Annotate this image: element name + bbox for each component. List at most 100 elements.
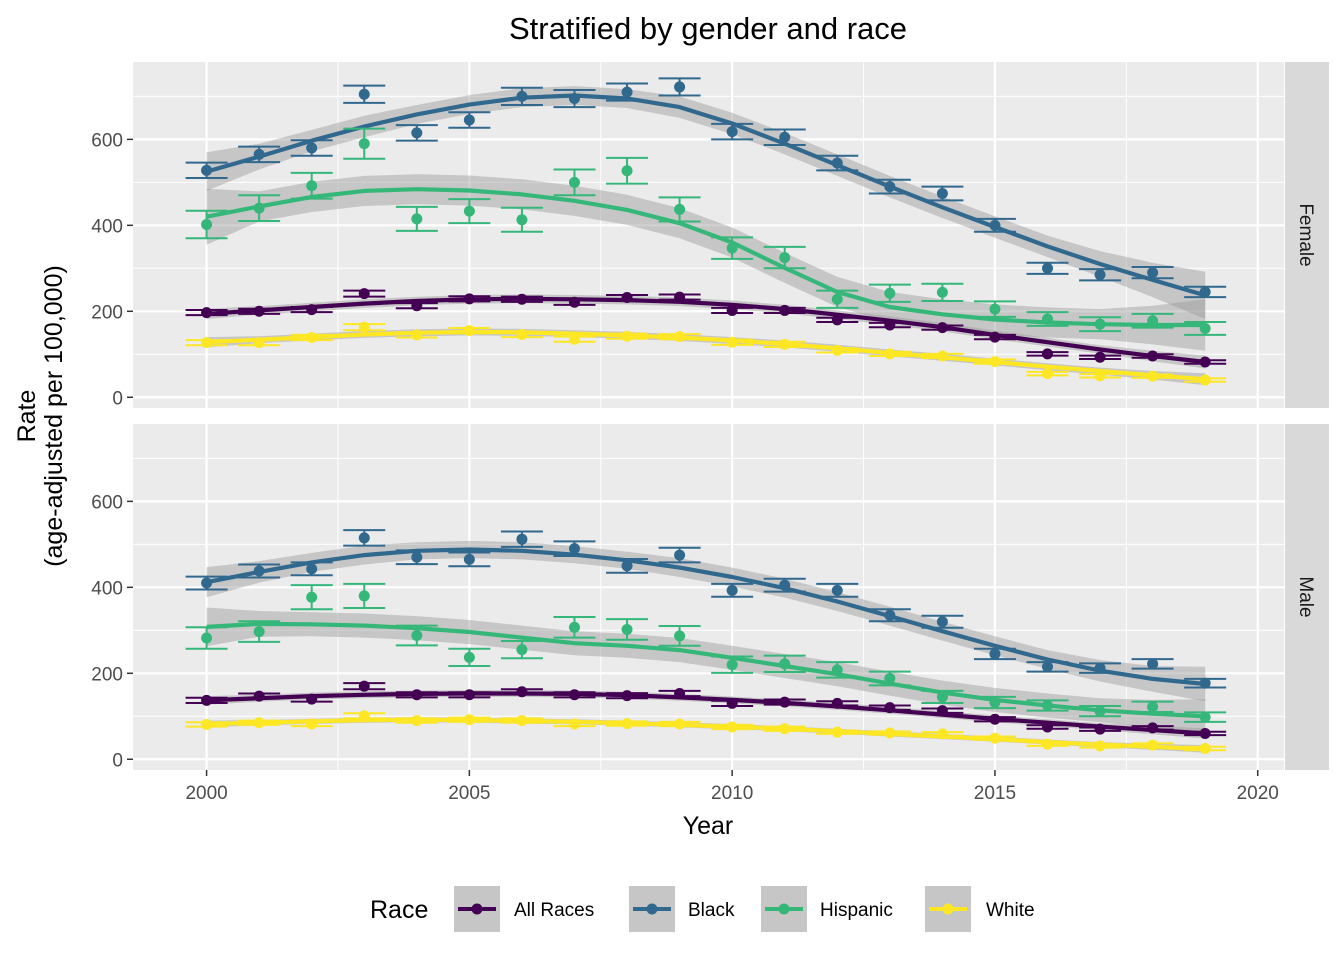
point-hispanic	[1094, 318, 1106, 330]
point-black	[568, 93, 580, 105]
point-all-races	[989, 331, 1001, 343]
legend-key-point	[646, 903, 658, 915]
facet-strip	[1285, 424, 1329, 770]
point-all-races	[201, 694, 213, 706]
point-all-races	[411, 300, 423, 312]
x-tick-label: 2005	[448, 783, 490, 804]
point-hispanic	[621, 623, 633, 635]
point-white	[779, 723, 791, 735]
point-all-races	[779, 696, 791, 708]
point-hispanic	[779, 658, 791, 670]
point-all-races	[1094, 723, 1106, 735]
y-tick-label: 400	[91, 216, 123, 237]
point-white	[568, 718, 580, 730]
point-hispanic	[568, 621, 580, 633]
smooth-line-hispanic	[206, 621, 1206, 719]
smooth-line-black	[206, 93, 1206, 298]
point-hispanic	[989, 697, 1001, 709]
point-hispanic	[831, 664, 843, 676]
point-all-races	[779, 304, 791, 316]
y-tick-label: 0	[112, 388, 123, 409]
point-white	[516, 329, 528, 341]
point-black	[674, 549, 686, 561]
point-hispanic	[726, 242, 738, 254]
point-black	[306, 563, 318, 575]
point-white	[568, 333, 580, 345]
point-white	[1199, 743, 1211, 755]
legend-item-hispanic: Hispanic	[761, 886, 893, 932]
point-black	[884, 181, 896, 193]
point-black	[516, 90, 528, 102]
point-black	[253, 565, 265, 577]
panel-background	[133, 424, 1284, 770]
point-black	[831, 157, 843, 169]
point-all-races	[1094, 351, 1106, 363]
legend-label: Hispanic	[820, 900, 893, 921]
point-all-races	[1041, 721, 1053, 733]
facet-strip-label: Female	[1295, 203, 1316, 266]
point-all-races	[568, 689, 580, 701]
point-white	[674, 718, 686, 730]
point-hispanic	[1147, 315, 1159, 327]
facet-strip-label: Male	[1295, 576, 1316, 617]
point-all-races	[1147, 722, 1159, 734]
point-hispanic	[621, 165, 633, 177]
point-black	[936, 188, 948, 200]
point-white	[358, 710, 370, 722]
point-hispanic	[568, 176, 580, 188]
point-black	[989, 219, 1001, 231]
point-black	[411, 551, 423, 563]
legend-key-point	[471, 903, 483, 915]
legend-label: Black	[688, 900, 735, 921]
point-black	[306, 142, 318, 154]
point-black	[463, 553, 475, 565]
point-hispanic	[463, 205, 475, 217]
point-white	[201, 718, 213, 730]
point-all-races	[306, 693, 318, 705]
point-white	[1147, 370, 1159, 382]
point-hispanic	[516, 214, 528, 226]
point-white	[411, 715, 423, 727]
point-black	[1147, 267, 1159, 279]
point-all-races	[884, 319, 896, 331]
point-hispanic	[674, 630, 686, 642]
y-tick-label: 200	[91, 664, 123, 685]
point-all-races	[306, 304, 318, 316]
point-black	[253, 148, 265, 160]
point-black	[726, 126, 738, 138]
point-white	[989, 732, 1001, 744]
point-hispanic	[201, 632, 213, 644]
point-all-races	[463, 293, 475, 305]
point-white	[253, 337, 265, 349]
facet-strip	[1285, 62, 1329, 408]
point-black	[779, 131, 791, 143]
point-hispanic	[1041, 313, 1053, 325]
y-tick-label: 600	[91, 492, 123, 513]
point-white	[358, 321, 370, 333]
point-all-races	[1041, 348, 1053, 360]
point-white	[989, 356, 1001, 368]
point-hispanic	[411, 213, 423, 225]
point-white	[621, 718, 633, 730]
point-white	[463, 325, 475, 337]
point-black	[726, 584, 738, 596]
point-white	[516, 715, 528, 727]
x-tick-label: 2010	[711, 783, 753, 804]
point-white	[1094, 740, 1106, 752]
point-white	[1147, 739, 1159, 751]
point-white	[253, 717, 265, 729]
point-all-races	[201, 307, 213, 319]
legend-label: White	[986, 900, 1035, 921]
point-white	[306, 718, 318, 730]
point-all-races	[1199, 356, 1211, 368]
legend-key-point	[778, 903, 790, 915]
point-black	[1094, 662, 1106, 674]
point-all-races	[568, 296, 580, 308]
point-hispanic	[936, 286, 948, 298]
point-all-races	[516, 293, 528, 305]
point-white	[1199, 374, 1211, 386]
point-hispanic	[1199, 322, 1211, 334]
legend-label: All Races	[514, 900, 594, 921]
point-hispanic	[1094, 705, 1106, 717]
